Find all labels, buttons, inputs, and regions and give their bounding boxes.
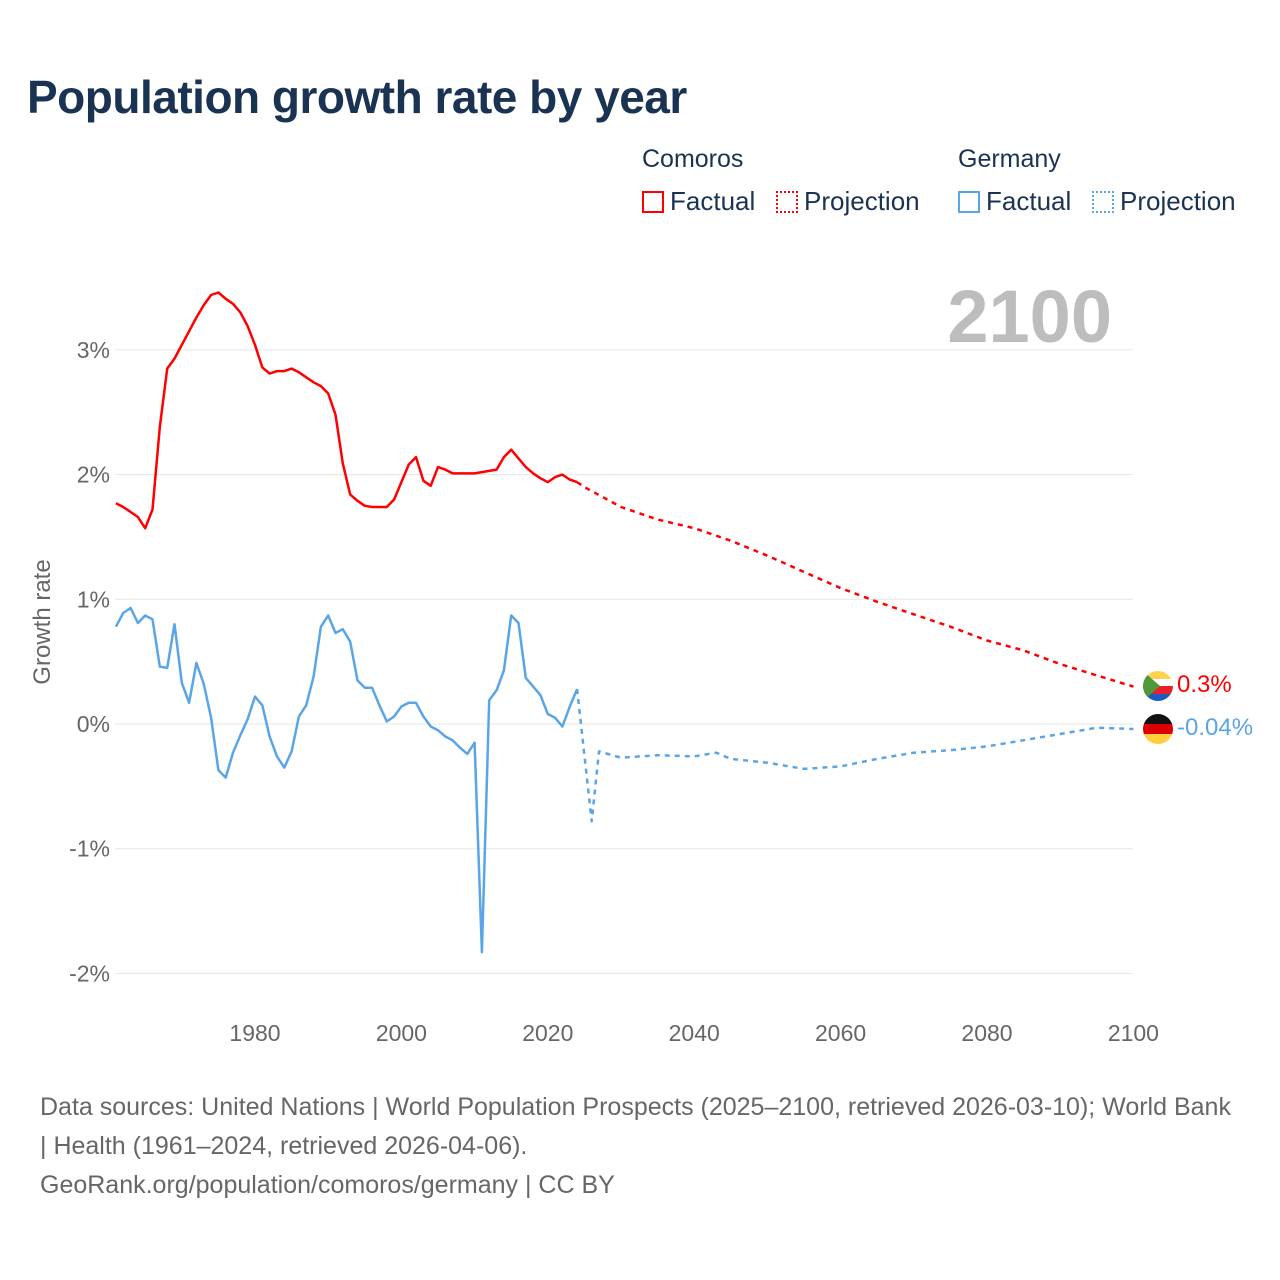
swatch-dotted-icon — [1092, 190, 1114, 213]
y-tick-label: 1% — [77, 586, 110, 612]
legend-label: Factual — [670, 186, 756, 216]
credit-link[interactable]: GeoRank.org/population/comoros/germany |… — [40, 1171, 615, 1199]
series-line-comoros-projection — [576, 481, 1134, 688]
x-tick-label: 2000 — [376, 1020, 427, 1046]
line-chart: 3% 2% 1% 0% -1% -2% 1980 2000 2020 2040 2060 2080 21… — [29, 275, 1253, 1046]
flag-germany — [1143, 714, 1173, 744]
legend-group-germany: Germany — [958, 145, 1061, 173]
y-tick-label: 3% — [77, 337, 110, 363]
data-sources: Data sources: United Nations | World Pop… — [40, 1093, 1231, 1160]
page-title: Population growth rate by year — [27, 71, 687, 123]
y-tick-label: 2% — [77, 462, 110, 488]
series-line-comoros-factual — [115, 291, 578, 530]
x-tick-label: 2100 — [1108, 1020, 1159, 1046]
y-tick-label: 0% — [77, 711, 110, 737]
legend-group-comoros: Comoros — [642, 145, 744, 173]
series-line-germany-projection — [575, 688, 1134, 823]
y-tick-label: -2% — [69, 960, 110, 986]
end-label-germany: -0.04% — [1177, 714, 1253, 741]
x-tick-label: 2040 — [669, 1020, 720, 1046]
swatch-solid-icon — [958, 190, 980, 213]
x-tick-label: 2080 — [961, 1020, 1012, 1046]
swatch-dotted-icon — [776, 190, 798, 213]
legend-comoros-factual[interactable]: Factual — [642, 186, 755, 217]
flag-comoros — [1143, 671, 1173, 701]
legend-germany-projection[interactable]: Projection — [1092, 186, 1236, 217]
current-year-label: 2100 — [947, 275, 1112, 358]
legend-germany-factual[interactable]: Factual — [958, 186, 1071, 217]
x-tick-label: 2060 — [815, 1020, 866, 1046]
swatch-solid-icon — [642, 190, 664, 213]
legend-label: Projection — [804, 186, 920, 216]
series-line-germany-factual — [114, 606, 579, 954]
y-tick-label: -1% — [69, 836, 110, 862]
x-tick-label: 1980 — [229, 1020, 280, 1046]
y-axis-label: Growth rate — [29, 559, 56, 684]
end-label-comoros: 0.3% — [1177, 671, 1232, 698]
x-tick-label: 2020 — [522, 1020, 573, 1046]
legend-label: Factual — [986, 186, 1072, 216]
legend-comoros-projection[interactable]: Projection — [776, 186, 920, 217]
legend-label: Projection — [1120, 186, 1236, 216]
footer: Data sources: United Nations | World Pop… — [40, 1088, 1240, 1205]
